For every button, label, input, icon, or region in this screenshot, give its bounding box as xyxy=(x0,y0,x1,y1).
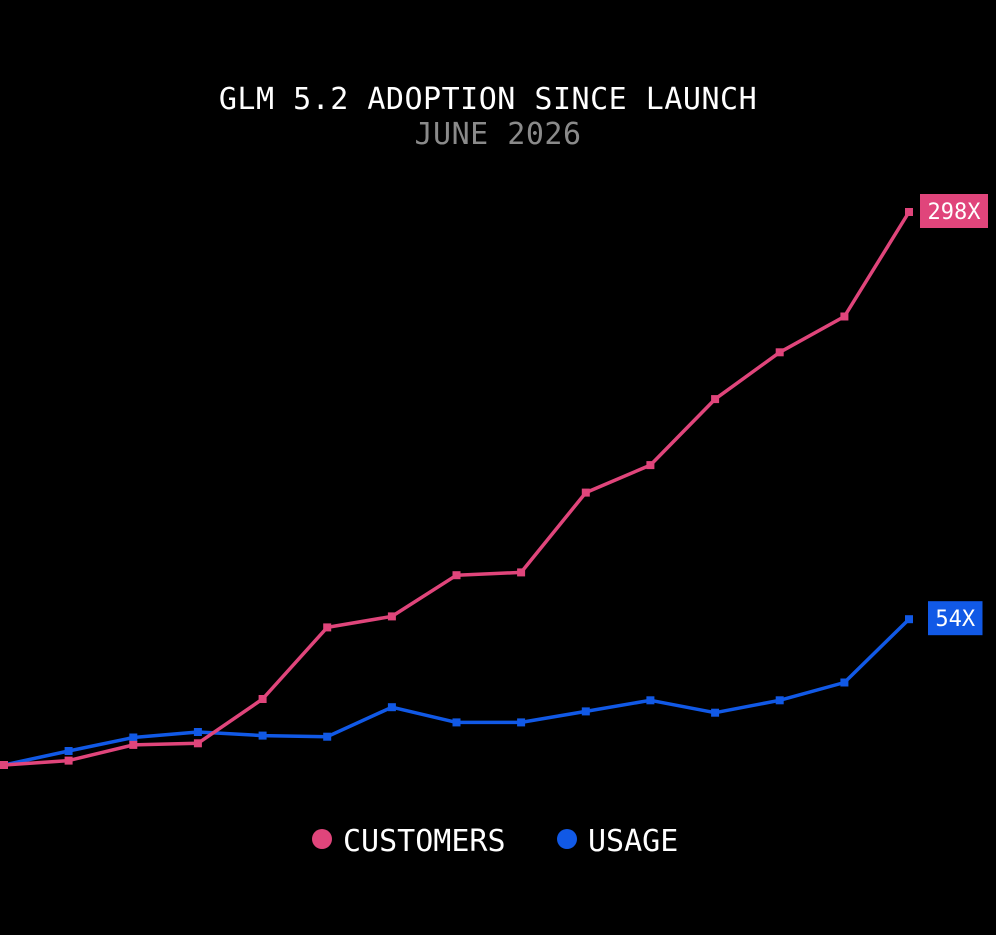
data-point-customers xyxy=(711,395,720,404)
data-point-customers xyxy=(129,740,138,749)
data-point-customers xyxy=(517,568,526,577)
data-point-customers xyxy=(323,623,332,632)
data-point-usage xyxy=(452,718,461,727)
data-point-usage xyxy=(840,678,849,687)
data-point-usage xyxy=(323,732,332,741)
data-point-usage xyxy=(258,731,267,740)
series-line-customers xyxy=(2,210,911,767)
data-point-usage xyxy=(129,733,138,742)
plot-area: 54X 298X xyxy=(0,194,988,769)
data-point-usage xyxy=(581,707,590,716)
data-point-usage xyxy=(193,728,202,736)
data-point-usage xyxy=(64,747,73,755)
end-label-usage: 54X xyxy=(935,607,975,632)
chart-subtitle: JUNE 2026 xyxy=(414,117,581,152)
data-point-usage xyxy=(905,615,913,624)
data-point-customers xyxy=(840,312,849,321)
end-label-customers: 298X xyxy=(928,200,982,225)
data-point-customers xyxy=(905,208,913,216)
data-point-customers xyxy=(193,739,202,748)
data-point-customers xyxy=(387,612,396,621)
data-point-customers xyxy=(581,488,590,497)
legend-marker-customers xyxy=(312,829,332,849)
legend-label-usage: USAGE xyxy=(588,824,678,859)
data-point-usage xyxy=(517,718,526,727)
data-point-customers xyxy=(452,571,461,580)
end-label-box-customers xyxy=(920,194,988,228)
chart-title: GLM 5.2 ADOPTION SINCE LAUNCH xyxy=(219,82,757,117)
end-label-box-usage xyxy=(928,601,983,636)
legend-marker-usage xyxy=(557,829,577,849)
data-point-usage xyxy=(775,696,784,705)
data-point-usage xyxy=(387,703,396,712)
data-point-usage xyxy=(711,708,720,717)
legend-label-customers: CUSTOMERS xyxy=(343,824,506,859)
data-point-customers xyxy=(64,756,73,765)
legend: CUSTOMERS USAGE xyxy=(312,824,678,859)
data-point-customers xyxy=(775,348,784,357)
data-point-usage xyxy=(646,696,655,705)
data-point-customers xyxy=(0,761,8,769)
data-point-customers xyxy=(258,695,267,703)
data-point-customers xyxy=(646,461,655,470)
